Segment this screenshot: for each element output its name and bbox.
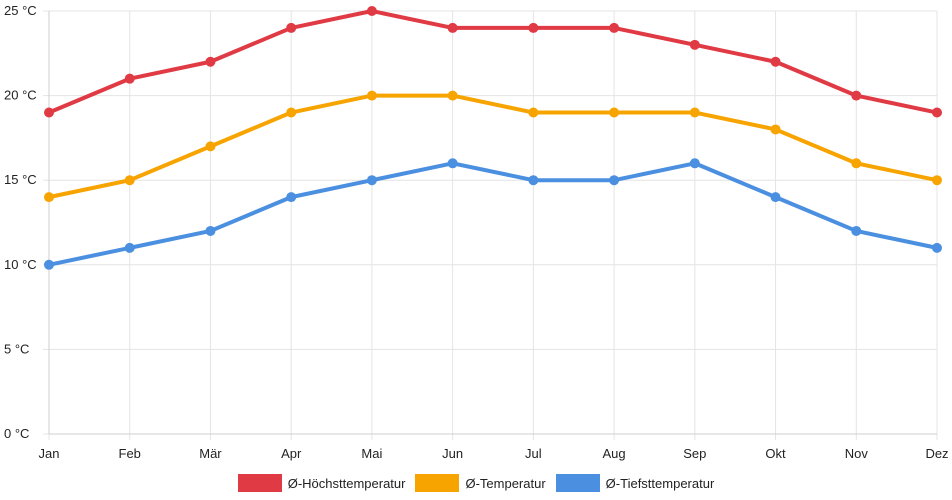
data-point[interactable] bbox=[528, 107, 539, 118]
data-point[interactable] bbox=[286, 22, 297, 33]
data-point[interactable] bbox=[528, 175, 539, 186]
data-point[interactable] bbox=[286, 192, 297, 203]
series-1 bbox=[44, 90, 942, 203]
data-point[interactable] bbox=[447, 158, 458, 169]
data-point[interactable] bbox=[851, 158, 862, 169]
data-point[interactable] bbox=[851, 90, 862, 101]
y-axis-tick-labels: 0 °C 5 °C 10 °C 15 °C 20 °C 25 °C bbox=[4, 3, 37, 441]
y-tick-label: 15 °C bbox=[4, 172, 37, 187]
data-point[interactable] bbox=[205, 225, 216, 236]
x-tick-label: Mär bbox=[199, 446, 222, 461]
y-tick-label: 20 °C bbox=[4, 88, 37, 103]
x-tick-label: Feb bbox=[119, 446, 141, 461]
data-point[interactable] bbox=[609, 22, 620, 33]
data-point[interactable] bbox=[447, 90, 458, 101]
y-tick-label: 25 °C bbox=[4, 3, 37, 18]
y-tick-label: 0 °C bbox=[4, 426, 29, 441]
x-tick-label: Okt bbox=[765, 446, 786, 461]
data-point[interactable] bbox=[124, 175, 135, 186]
legend-item-max[interactable]: Ø-Höchsttemperatur bbox=[237, 474, 406, 492]
data-point[interactable] bbox=[851, 225, 862, 236]
legend-swatch-min bbox=[555, 474, 600, 492]
axes bbox=[48, 11, 937, 435]
series-line bbox=[47, 9, 939, 115]
legend: Ø-Höchsttemperatur Ø-Temperatur Ø-Tiefst… bbox=[0, 472, 952, 494]
data-point[interactable] bbox=[366, 90, 377, 101]
y-tick-label: 5 °C bbox=[4, 341, 29, 356]
x-axis-tick-labels: Jan Feb Mär Apr Mai Jun Jul Aug Sep Okt Nov Dez bbox=[39, 446, 949, 461]
x-tick-label: Jan bbox=[39, 446, 60, 461]
data-point[interactable] bbox=[689, 39, 700, 50]
data-point[interactable] bbox=[44, 192, 54, 203]
legend-item-avg[interactable]: Ø-Temperatur bbox=[415, 474, 546, 492]
data-point[interactable] bbox=[932, 107, 942, 118]
series-line bbox=[47, 161, 939, 267]
legend-label-max: Ø-Höchsttemperatur bbox=[287, 475, 406, 491]
legend-label-avg: Ø-Temperatur bbox=[465, 475, 546, 491]
x-tick-label: Sep bbox=[683, 446, 706, 461]
x-tick-label: Apr bbox=[281, 446, 302, 461]
legend-swatch-max bbox=[237, 474, 282, 492]
series-0 bbox=[44, 6, 942, 118]
series-2 bbox=[44, 158, 942, 270]
x-tick-label: Aug bbox=[603, 446, 626, 461]
legend-label-min: Ø-Tiefsttemperatur bbox=[605, 475, 715, 491]
data-point[interactable] bbox=[124, 73, 135, 84]
data-point[interactable] bbox=[609, 107, 620, 118]
data-point[interactable] bbox=[689, 107, 700, 118]
x-tick-label: Mai bbox=[361, 446, 382, 461]
data-point[interactable] bbox=[366, 6, 377, 16]
data-point[interactable] bbox=[124, 242, 135, 253]
data-point[interactable] bbox=[286, 107, 297, 118]
data-point[interactable] bbox=[366, 175, 377, 186]
x-tick-label: Jul bbox=[525, 446, 542, 461]
data-point[interactable] bbox=[609, 175, 620, 186]
data-point[interactable] bbox=[770, 192, 781, 203]
legend-swatch-avg bbox=[415, 474, 460, 492]
data-point[interactable] bbox=[689, 158, 700, 169]
data-point[interactable] bbox=[770, 56, 781, 67]
data-point[interactable] bbox=[44, 107, 54, 118]
series bbox=[44, 6, 942, 270]
legend-item-min[interactable]: Ø-Tiefsttemperatur bbox=[555, 474, 715, 492]
x-tick-label: Nov bbox=[845, 446, 869, 461]
data-point[interactable] bbox=[44, 259, 54, 270]
series-line bbox=[47, 93, 939, 200]
x-tick-label: Jun bbox=[442, 446, 463, 461]
data-point[interactable] bbox=[770, 124, 781, 135]
data-point[interactable] bbox=[447, 22, 458, 33]
y-tick-label: 10 °C bbox=[4, 257, 37, 272]
data-point[interactable] bbox=[932, 242, 942, 253]
data-point[interactable] bbox=[205, 141, 216, 152]
data-point[interactable] bbox=[528, 22, 539, 33]
x-tick-label: Dez bbox=[925, 446, 948, 461]
data-point[interactable] bbox=[205, 56, 216, 67]
data-point[interactable] bbox=[932, 175, 942, 186]
